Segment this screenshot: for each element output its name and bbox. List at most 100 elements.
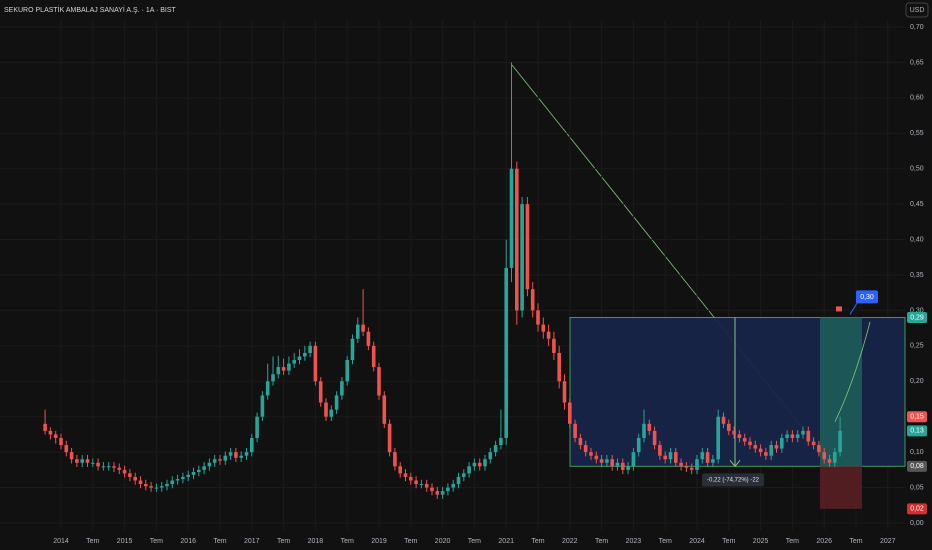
candle-body (393, 452, 397, 467)
target-label: 0,30 (860, 294, 874, 301)
candle-body (758, 448, 763, 453)
candle-body (663, 455, 667, 460)
x-tick-label: 2022 (562, 538, 578, 545)
x-tick-label: 2021 (498, 538, 514, 545)
candle-body (546, 331, 551, 339)
candle-body (255, 416, 259, 438)
candle-body (790, 434, 795, 438)
candle-body (652, 430, 657, 446)
y-tick-label: 0,60 (910, 95, 924, 102)
candle-body (117, 467, 122, 470)
candle-body (636, 437, 641, 453)
y-tick-label: 0,50 (910, 166, 924, 173)
candle-body (552, 338, 556, 353)
price-badge-label: 0,29 (910, 314, 924, 321)
target-badge (856, 290, 878, 304)
x-tick-label: Tem (786, 538, 799, 545)
candle-body (318, 381, 323, 403)
candle-body (366, 331, 371, 346)
candle-body (181, 476, 185, 480)
candle-body (801, 430, 805, 435)
candle-body (334, 395, 339, 410)
candle-body (769, 445, 773, 456)
candle-body (605, 459, 609, 463)
price-badge-label: 0,15 (910, 414, 924, 421)
candle-body (573, 423, 577, 438)
candle-body (69, 452, 74, 460)
x-tick-label: Tem (404, 538, 417, 545)
candle-body (621, 462, 625, 470)
x-tick-label: Tem (468, 538, 481, 545)
candle-body (705, 452, 710, 463)
candle-body (721, 416, 726, 424)
candle-body (403, 473, 408, 477)
price-badge (907, 411, 927, 423)
candle-body (91, 462, 95, 464)
candle-body (122, 469, 127, 474)
candle-body (159, 486, 164, 488)
candle-body (133, 476, 137, 481)
price-badge-label: 0,08 (910, 463, 924, 470)
y-tick-label: 0,25 (910, 343, 924, 350)
measure-box (702, 473, 764, 487)
candle-body (207, 462, 212, 467)
candle-body (647, 423, 652, 431)
measure-arrowhead (729, 459, 741, 468)
x-tick-label: 2020 (435, 538, 451, 545)
candle-body (96, 462, 100, 467)
y-tick-label: 0,65 (910, 59, 924, 66)
candle-body (557, 352, 561, 382)
candle-body (165, 484, 169, 487)
candle-body (748, 441, 752, 446)
x-tick-label: 2014 (53, 538, 69, 545)
candle-body (308, 345, 312, 353)
price-badge-label: 0,13 (910, 428, 924, 435)
chart-title: SEKURO PLASTİK AMBALAJ SANAYİ A.Ş. · 1A … (4, 5, 177, 14)
y-tick-label: 0,05 (910, 484, 924, 491)
candle-body (250, 437, 254, 453)
price-badge (907, 503, 927, 515)
candle-body (175, 479, 180, 481)
candle-body (297, 356, 302, 361)
candle-body (451, 484, 455, 488)
x-tick-label: Tem (722, 538, 735, 545)
measure-label: -0,22 (-74,72%) -22 (707, 477, 760, 483)
x-tick-label: Tem (277, 538, 290, 545)
candle-body (668, 452, 673, 460)
y-tick-label: 0,45 (910, 201, 924, 208)
x-tick-label: 2023 (626, 538, 642, 545)
target-flag (836, 306, 842, 312)
projection-arrow (834, 321, 871, 422)
y-tick-label: 0,00 (910, 520, 924, 527)
x-tick-label: 2019 (371, 538, 387, 545)
candle-body (64, 445, 69, 453)
candle-body (387, 423, 392, 453)
candle-body (128, 473, 132, 477)
candle-body (43, 423, 47, 431)
candle-body (764, 452, 768, 456)
candle-body (578, 437, 583, 446)
x-tick-label: 2018 (308, 538, 324, 545)
candle-body (218, 459, 222, 461)
candle-body (515, 168, 519, 311)
candle-body (154, 487, 159, 489)
candle-body (700, 452, 705, 460)
candle-body (80, 459, 84, 463)
candle-body (795, 434, 800, 438)
candle-body (356, 324, 360, 339)
candle-body (276, 367, 281, 375)
currency-box[interactable] (905, 2, 929, 18)
candle-body (822, 452, 826, 460)
price-badge (907, 460, 927, 472)
candle-body (170, 480, 175, 485)
candle-body (144, 484, 148, 487)
x-tick-label: 2017 (244, 538, 260, 545)
candle-body (398, 466, 402, 474)
candle-body (642, 423, 646, 438)
candle-body (488, 452, 493, 460)
candle-body (228, 452, 233, 456)
candle-body (350, 338, 355, 361)
candle-body (361, 324, 365, 332)
candle-body (520, 204, 524, 311)
price-badge-label: 0,02 (910, 506, 924, 513)
